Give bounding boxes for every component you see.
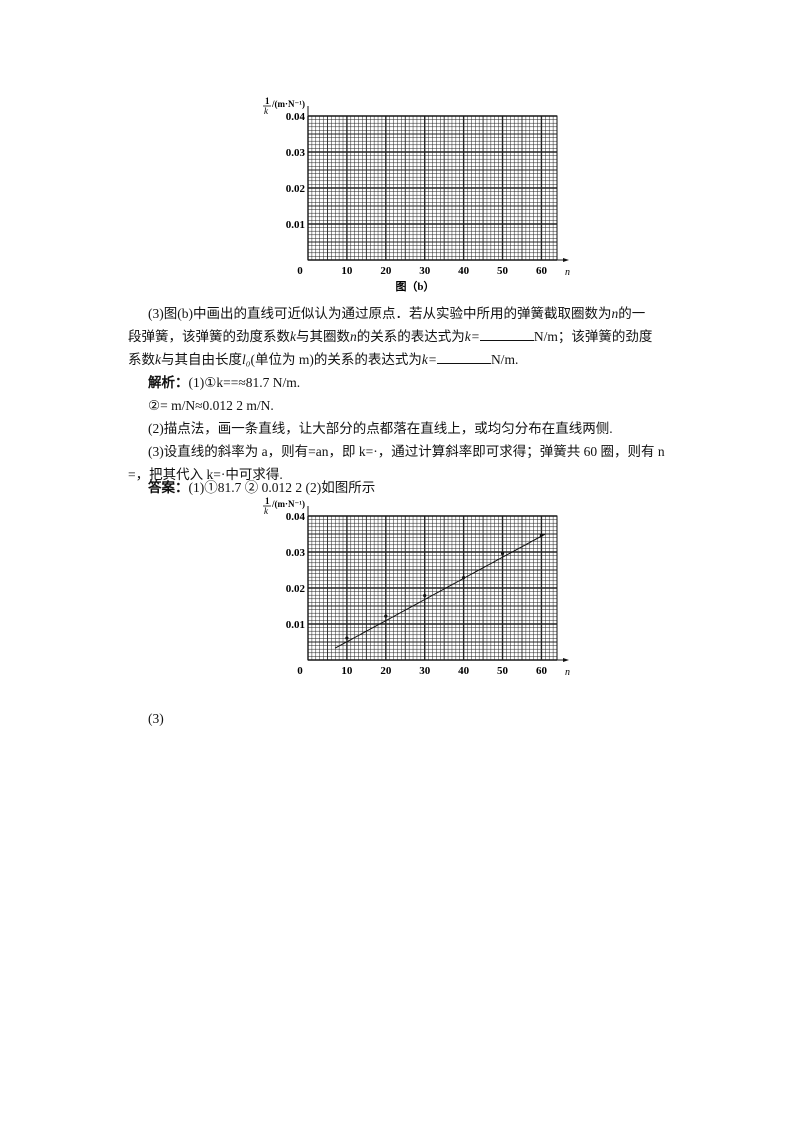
fit-line: [334, 533, 546, 649]
y-tick-label: 0.03: [286, 147, 306, 159]
x-tick-label: 20: [380, 665, 392, 677]
y-axis-label-numerator: 1: [265, 496, 270, 506]
x-axis-label: n: [565, 667, 570, 678]
plot-border: [307, 115, 558, 261]
x-tick-label: 20: [380, 265, 392, 277]
x-tick-label: 30: [419, 665, 431, 677]
x-tick-label: 0: [297, 265, 303, 277]
y-tick-label: 0.03: [286, 547, 306, 559]
y-tick-label: 0.01: [286, 619, 305, 631]
question-3-line-2: 段弹簧，该弹簧的劲度系数k与其圈数n的关系的表达式为k= N/m；该弹簧的劲度: [128, 328, 653, 344]
x-tick-label: 30: [419, 265, 431, 277]
answer-blank-2: [436, 351, 491, 364]
y-tick-label: 0.04: [286, 111, 306, 123]
x-tick-label: 40: [458, 665, 470, 677]
y-axis-label-denominator: k: [264, 106, 269, 116]
figure-caption: 图（b）: [395, 280, 434, 293]
data-point: [462, 575, 466, 580]
chart-answer: 0 10 20 30 40 50 60 0.01 0.02 0.03 0.04 n 1k/(m·N⁻¹): [263, 496, 570, 678]
plot-border: [307, 515, 558, 661]
x-tick-label: 50: [497, 665, 509, 677]
solution-line-4: (3)设直线的斜率为 a，则有=an，即 k=·，通过计算斜率即可求得；弹簧共 …: [148, 444, 665, 459]
data-point: [345, 636, 349, 640]
chart-b-blank: 0 10 20 30 40 50 60 0.01 0.02 0.03 0.04 n 1k/(m·N⁻¹)…: [263, 96, 570, 293]
question-3-line-3: 系数k与其自由长度l₀(单位为 m)的关系的表达式为k= N/m.: [128, 351, 519, 367]
x-arrow-head: [563, 658, 569, 662]
x-tick-label: 40: [458, 265, 470, 277]
y-axis-label-unit: /(m·N⁻¹): [271, 499, 305, 509]
x-tick-label: 0: [297, 665, 303, 677]
x-tick-label: 60: [536, 665, 548, 677]
data-point: [539, 533, 544, 537]
y-axis-label-denominator: k: [264, 506, 269, 516]
answer-part-3: (3): [148, 711, 164, 726]
solution-line-2: ②= m/N≈0.012 2 m/N.: [148, 398, 274, 413]
y-tick-label: 0.02: [286, 183, 306, 195]
solution-line-1: 解析：(1)①k==≈81.7 N/m.: [148, 375, 301, 390]
solution-line-5: =，把其代入 k=·中可求得.: [128, 467, 283, 482]
answer-line: 答案：(1)①81.7 ② 0.012 2 (2)如图所示: [148, 480, 376, 495]
data-point: [423, 593, 427, 598]
y-axis-label-unit: /(m·N⁻¹): [271, 99, 305, 109]
question-3-line-1: (3)图(b)中画出的直线可近似认为通过原点．若从实验中所用的弹簧截取圈数为n的…: [148, 306, 646, 321]
y-tick-label: 0.02: [286, 583, 306, 595]
x-tick-label: 50: [497, 265, 509, 277]
y-tick-label: 0.04: [286, 511, 306, 523]
answer-blank-1: [479, 328, 534, 341]
data-point: [500, 551, 505, 556]
x-axis-label: n: [565, 267, 570, 278]
x-tick-label: 10: [341, 265, 353, 277]
solution-line-3: (2)描点法，画一条直线，让大部分的点都落在直线上，或均匀分布在直线两侧.: [148, 421, 613, 436]
y-tick-label: 0.01: [286, 219, 305, 231]
y-axis-label-numerator: 1: [265, 96, 270, 106]
data-point: [384, 614, 388, 618]
x-tick-label: 10: [341, 665, 353, 677]
x-arrow-head: [563, 258, 569, 262]
x-tick-label: 60: [536, 265, 548, 277]
